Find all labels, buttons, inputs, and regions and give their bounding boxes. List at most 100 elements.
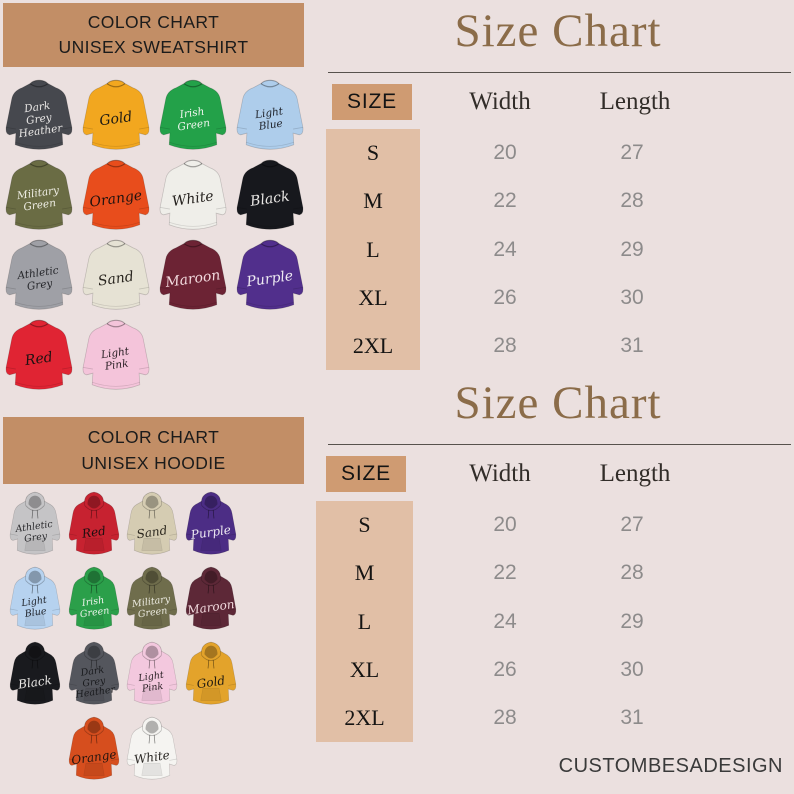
swatch-military-green: Military Green	[125, 565, 179, 636]
swatch-military-green: Military Green	[4, 157, 74, 233]
swatch-sand: Sand	[81, 237, 151, 313]
swatch-black: Black	[235, 157, 305, 233]
size-value-row: 28 31	[322, 694, 794, 742]
size-label: XL	[358, 284, 388, 310]
swatch-light-blue: Light Blue	[8, 565, 62, 636]
chart-header-line: COLOR CHART	[87, 11, 220, 32]
size-labels-column: S M L XL 2XL	[316, 501, 413, 742]
hoodie-icon	[9, 641, 61, 705]
sweatshirt-icon	[82, 79, 150, 150]
hoodie-icon	[68, 641, 119, 705]
width-value: 26	[493, 657, 517, 681]
length-value: 28	[620, 189, 644, 213]
size-column-header: SIZE	[326, 456, 406, 492]
size-labels-column: S M L XL 2XL	[326, 129, 420, 370]
hoodie-icon	[185, 566, 236, 630]
sweatshirt-icon	[159, 79, 227, 150]
hoodie-icon	[9, 566, 61, 630]
size-value-row: 26 30	[322, 274, 794, 322]
sweatshirt-icon	[236, 159, 304, 230]
swatch-light-blue: Light Blue	[235, 77, 305, 153]
hoodie-icon	[68, 491, 119, 555]
sweatshirt-icon	[236, 239, 304, 310]
hoodie-icon	[126, 641, 178, 705]
chart-header-line: COLOR CHART	[87, 427, 220, 448]
width-value: 20	[493, 141, 517, 165]
size-label: S	[366, 140, 380, 166]
swatch-athletic-grey: Athletic Grey	[8, 490, 62, 561]
brand-name: CUSTOMBESADESIGN	[558, 755, 783, 777]
divider-line	[328, 72, 791, 73]
hoodie-icon	[126, 491, 178, 555]
swatch-purple: Purple	[235, 237, 305, 313]
size-label: M	[354, 560, 375, 586]
hoodie-icon	[9, 491, 61, 555]
swatch-black: Black	[8, 640, 62, 711]
width-value: 20	[493, 513, 517, 537]
length-value: 31	[620, 705, 644, 729]
size-chart-section-hoodie: Size Chart SIZE Width Length S M L XL 2XL 20…	[316, 372, 794, 752]
size-value-row: 22 28	[322, 177, 794, 225]
swatch-orange: Orange	[81, 157, 151, 233]
swatch-red: Red	[67, 490, 121, 561]
hoodie-icon	[126, 716, 178, 780]
sweatshirt-icon	[5, 319, 73, 390]
divider-line	[328, 444, 791, 445]
size-value-row: 24 29	[322, 597, 794, 645]
length-value: 30	[620, 657, 644, 681]
swatch-light-pink: Light Pink	[125, 640, 179, 711]
sweatshirt-icon	[5, 239, 73, 310]
size-value-row: 28 31	[322, 322, 794, 370]
swatch-dark-grey-heather: Dark Grey Heather	[67, 640, 121, 711]
sweatshirt-icon	[159, 239, 227, 310]
swatch-white: White	[158, 157, 228, 233]
swatch-maroon: Maroon	[184, 565, 238, 636]
size-label: M	[363, 188, 383, 214]
size-values-grid: 20 27 22 28 24 29 26 30 28 31	[322, 129, 794, 370]
width-column-header: Width	[469, 88, 531, 115]
length-value: 27	[620, 141, 644, 165]
hoodie-icon	[185, 491, 236, 555]
swatch-sand: Sand	[125, 490, 179, 561]
width-value: 28	[493, 333, 517, 357]
sweatshirt-icon	[82, 239, 150, 310]
swatch-dark-grey-heather: Dark Grey Heather	[4, 77, 74, 153]
size-label: XL	[349, 656, 380, 682]
swatch-irish-green: Irish Green	[158, 77, 228, 153]
length-value: 27	[620, 513, 644, 537]
hoodie-icon	[185, 641, 236, 705]
sweatshirt-icon	[5, 159, 73, 230]
swatch-athletic-grey: Athletic Grey	[4, 237, 74, 313]
hoodie-icon	[126, 566, 178, 630]
sweatshirt-icon	[82, 159, 150, 230]
length-value: 30	[620, 285, 644, 309]
swatch-gold: Gold	[184, 640, 238, 711]
swatch-gold: Gold	[81, 77, 151, 153]
sweatshirt-icon	[82, 319, 150, 390]
sweatshirt-icon	[236, 79, 304, 150]
length-value: 29	[620, 237, 644, 261]
swatch-white: White	[125, 715, 179, 786]
size-label: L	[357, 608, 372, 634]
width-value: 24	[493, 237, 517, 261]
length-column-header: Length	[599, 460, 671, 487]
size-value-row: 20 27	[322, 501, 794, 549]
length-value: 29	[620, 609, 644, 633]
swatch-light-pink: Light Pink	[81, 317, 151, 393]
hoodie-chart-header: COLOR CHART UNISEX HOODIE	[3, 417, 304, 484]
size-chart-section-sweatshirt: Size Chart SIZE Width Length S M L XL 2XL 20…	[322, 0, 794, 380]
chart-header-line: UNISEX SWEATSHIRT	[58, 37, 249, 57]
size-chart-title: Size Chart	[454, 5, 662, 57]
hoodie-icon	[68, 716, 119, 780]
size-value-row: 20 27	[322, 129, 794, 177]
width-value: 24	[493, 609, 517, 633]
swatch-red: Red	[4, 317, 74, 393]
sweatshirt-icon	[5, 79, 73, 150]
swatch-purple: Purple	[184, 490, 238, 561]
width-value: 26	[493, 285, 517, 309]
size-label: 2XL	[344, 704, 385, 730]
width-value: 28	[493, 705, 517, 729]
sweatshirt-chart-header: COLOR CHART UNISEX SWEATSHIRT	[3, 3, 304, 67]
size-label: S	[358, 512, 371, 538]
